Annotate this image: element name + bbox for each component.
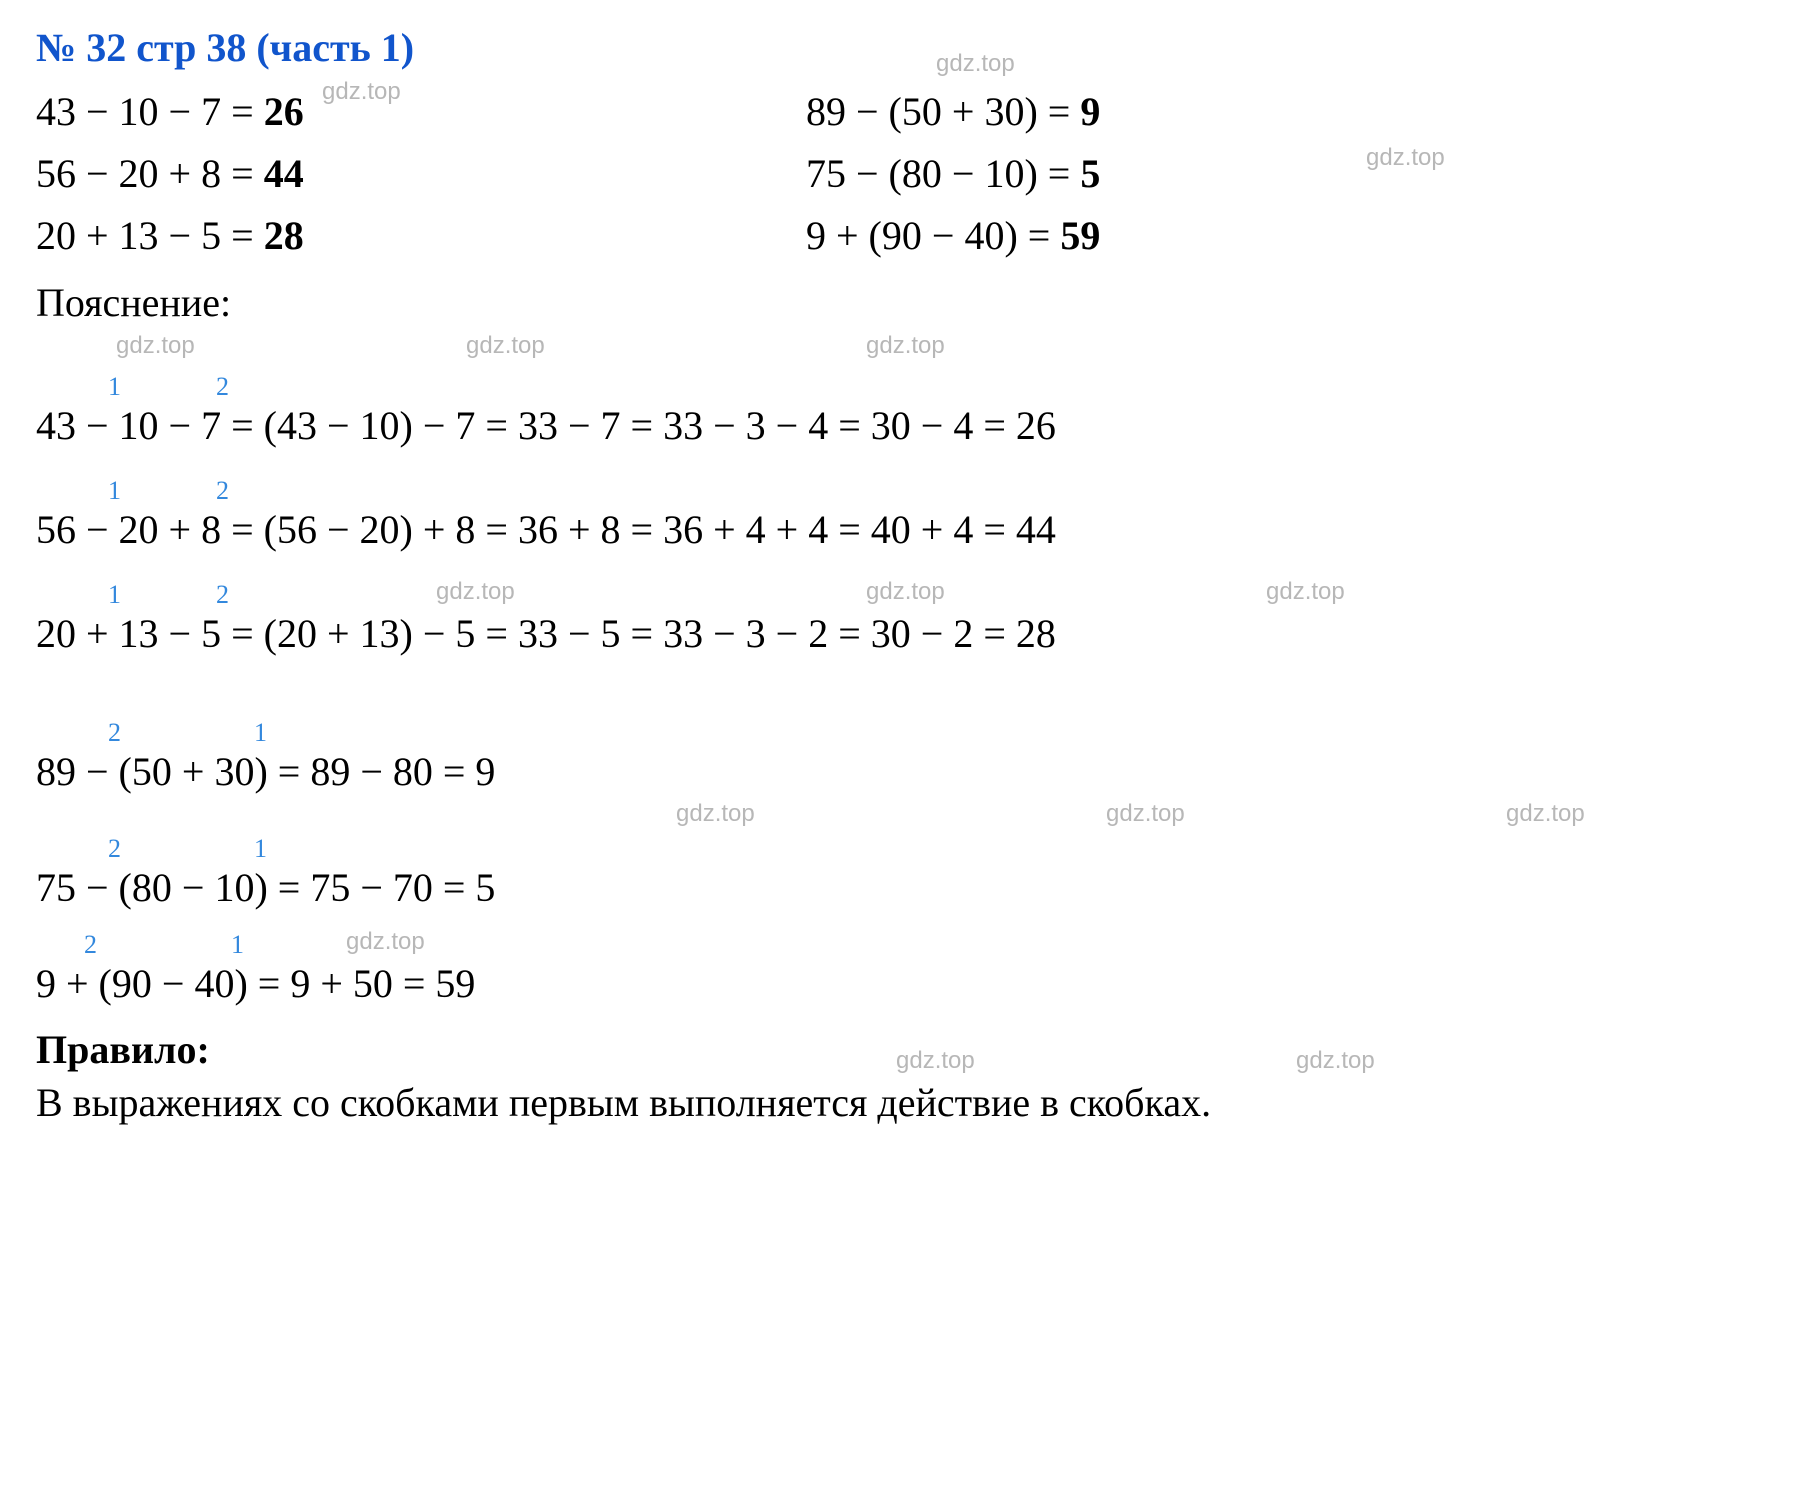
rule-text-wrap: gdz.top gdz.top В выражениях со скобками… [36, 1073, 1771, 1133]
page-title: № 32 стр 38 (часть 1) [36, 24, 1771, 71]
equation-text: 20 + 13 − 5 = (20 + 13) − 5 = 33 − 5 = 3… [36, 584, 1771, 662]
watermark-text: gdz.top [1506, 800, 1585, 828]
equation-answer: 9 [1080, 89, 1100, 134]
watermark-text: gdz.top [676, 800, 755, 828]
equation-answer: 59 [1060, 213, 1100, 258]
equation-answer: 26 [264, 89, 304, 134]
explain-line: 1 2 43 − 10 − 7 = (43 − 10) − 7 = 33 − 7… [36, 376, 1771, 454]
top-equations-left: gdz.top 43 − 10 − 7 = 26 56 − 20 + 8 = 4… [36, 81, 806, 267]
equation-answer: 44 [264, 151, 304, 196]
explain-line: 2 1 89 − (50 + 30) = 89 − 80 = 9 [36, 722, 1771, 800]
equation-expr: 20 + 13 − 5 = [36, 213, 264, 258]
equation-answer: 28 [264, 213, 304, 258]
equation-row: 75 − (80 − 10) = 5 [806, 143, 1100, 205]
equation-text: 89 − (50 + 30) = 89 − 80 = 9 [36, 722, 1771, 800]
equation-row: 43 − 10 − 7 = 26 [36, 81, 806, 143]
explain-line: 1 2 gdz.top gdz.top gdz.top 20 + 13 − 5 … [36, 584, 1771, 662]
explain-line: 2 1 75 − (80 − 10) = 75 − 70 = 5 [36, 838, 1771, 916]
equation-row: 56 − 20 + 8 = 44 [36, 143, 806, 205]
equation-expr: 43 − 10 − 7 = [36, 89, 264, 134]
equation-answer: 5 [1080, 151, 1100, 196]
watermark-text: gdz.top [466, 332, 545, 360]
watermark-text: gdz.top [1366, 139, 1445, 176]
watermark-row: gdz.top gdz.top gdz.top [36, 800, 1771, 834]
top-equations: gdz.top 43 − 10 − 7 = 26 56 − 20 + 8 = 4… [36, 81, 1771, 267]
equation-text: 9 + (90 − 40) = 9 + 50 = 59 [36, 934, 1771, 1012]
rule-text: В выражениях со скобками первым выполняе… [36, 1080, 1211, 1125]
equation-row: 9 + (90 − 40) = 59 [806, 205, 1100, 267]
watermark-text: gdz.top [866, 332, 945, 360]
watermark-row: gdz.top gdz.top gdz.top [36, 332, 1771, 366]
explain-line: 2 1 gdz.top 9 + (90 − 40) = 9 + 50 = 59 [36, 934, 1771, 1012]
equation-expr: 56 − 20 + 8 = [36, 151, 264, 196]
spacer [36, 662, 1771, 702]
equation-row: 89 − (50 + 30) = 9 [806, 81, 1100, 143]
explain-line: 1 2 56 − 20 + 8 = (56 − 20) + 8 = 36 + 8… [36, 480, 1771, 558]
equation-text: 43 − 10 − 7 = (43 − 10) − 7 = 33 − 7 = 3… [36, 376, 1771, 454]
watermark-text: gdz.top [116, 332, 195, 360]
equation-expr: 9 + (90 − 40) = [806, 213, 1060, 258]
equation-expr: 75 − (80 − 10) = [806, 151, 1080, 196]
rule-label: Правило: [36, 1026, 1771, 1073]
explanation-label: Пояснение: [36, 279, 1771, 326]
top-equations-right: gdz.top gdz.top 89 − (50 + 30) = 9 75 − … [806, 81, 1100, 267]
watermark-text: gdz.top [1106, 800, 1185, 828]
equation-text: 56 − 20 + 8 = (56 − 20) + 8 = 36 + 8 = 3… [36, 480, 1771, 558]
equation-row: 20 + 13 − 5 = 28 [36, 205, 806, 267]
equation-expr: 89 − (50 + 30) = [806, 89, 1080, 134]
equation-text: 75 − (80 − 10) = 75 − 70 = 5 [36, 838, 1771, 916]
